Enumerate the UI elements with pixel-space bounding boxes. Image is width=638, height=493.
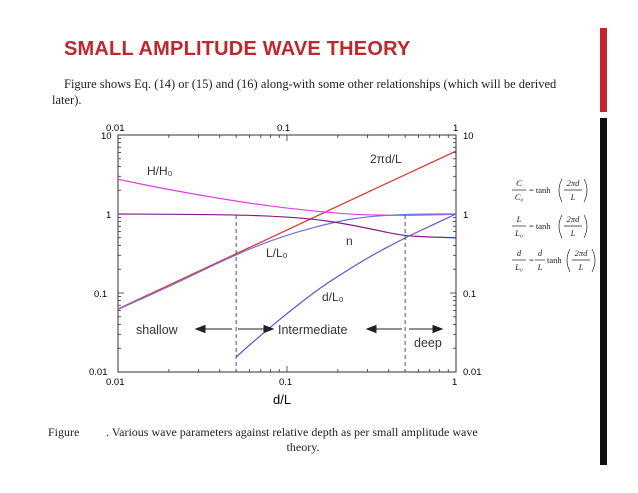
- f3-eq-b: tanh: [547, 255, 562, 265]
- curve-4: [235, 213, 457, 358]
- accent-bar-black: [600, 118, 607, 465]
- f3-arg-den: L: [578, 262, 584, 272]
- curve-1: [117, 178, 457, 216]
- f3-eq-a: =: [529, 255, 534, 265]
- region-shallow: shallow: [136, 323, 179, 337]
- label-H-H0: H/H₀: [147, 164, 173, 178]
- f3-lhs-den: L₀: [514, 262, 523, 272]
- f2-lhs-num: L: [516, 214, 522, 224]
- accent-bar-red: [600, 28, 607, 112]
- curve-2: [117, 213, 456, 310]
- x-bottom-tick-0.01: 0.01: [106, 377, 125, 388]
- y-right-tick-0.1: 0.1: [463, 289, 476, 300]
- arrow-intermediate-left-head: [263, 324, 275, 334]
- f2-paren-left: [558, 214, 563, 239]
- f1-lhs-den: C₀: [515, 192, 524, 202]
- f3-arg-num: 2πd: [575, 248, 589, 258]
- f2-arg-den: L: [570, 228, 576, 238]
- y-right-tick-1: 1: [463, 210, 468, 221]
- f3-mid-num: d: [538, 248, 543, 258]
- formula-block: C C₀ = tanh 2πd L L L₀ = tanh 2πd L d L₀…: [512, 178, 596, 273]
- region-intermediate: Intermediate: [278, 323, 348, 337]
- label-2pi-d-L: 2πd/L: [370, 152, 402, 166]
- f3-lhs-num: d: [517, 248, 522, 258]
- x-axis-label: d/L: [273, 392, 291, 407]
- x-top-tick-0.1: 0.1: [277, 123, 290, 134]
- f1-paren-left: [558, 178, 563, 203]
- arrow-shallow-head: [194, 324, 206, 334]
- f1-lhs-num: C: [516, 178, 522, 188]
- label-n: n: [346, 234, 353, 248]
- caption-text-2: theory.: [286, 440, 320, 454]
- region-deep: deep: [414, 336, 442, 350]
- y-right-tick-10: 10: [463, 131, 474, 142]
- caption-label: Figure: [48, 425, 80, 439]
- y-left-tick-0.01: 0.01: [89, 367, 108, 378]
- f1-eq: = tanh: [529, 185, 551, 195]
- region-arrows: [194, 324, 444, 334]
- intro-paragraph: Figure shows Eq. (14) or (15) and (16) a…: [52, 77, 557, 107]
- arrow-deep-head: [432, 324, 444, 334]
- caption-text-1: . Various wave parameters against relati…: [106, 425, 478, 439]
- f3-paren-left: [566, 248, 571, 273]
- x-bottom-tick-0.1: 0.1: [279, 377, 292, 388]
- f2-arg-num: 2πd: [567, 214, 581, 224]
- f3-mid-den: L: [537, 262, 543, 272]
- label-L-L0: L/L₀: [266, 246, 288, 260]
- y-left-tick-1: 1: [106, 210, 111, 221]
- f2-eq: = tanh: [529, 221, 551, 231]
- y-left-tick-0.1: 0.1: [94, 289, 107, 300]
- curve-0: [117, 150, 457, 310]
- f1-paren-right: [583, 178, 588, 203]
- f3-paren-right: [591, 248, 596, 273]
- label-d-L0: d/L₀: [322, 290, 344, 304]
- slide-title: SMALL AMPLITUDE WAVE THEORY: [64, 38, 411, 60]
- y-left-tick-10: 10: [101, 131, 112, 142]
- x-top-tick-0.01: 0.01: [106, 123, 125, 134]
- arrow-intermediate-right-head: [365, 324, 377, 334]
- y-right-tick-0.01: 0.01: [463, 367, 482, 378]
- f2-paren-right: [583, 214, 588, 239]
- figure-caption: Figure . Various wave parameters against …: [48, 425, 518, 455]
- f1-arg-num: 2πd: [567, 178, 581, 188]
- x-bottom-tick-1: 1: [452, 377, 457, 388]
- x-top-tick-1: 1: [453, 123, 458, 134]
- f1-arg-den: L: [570, 192, 576, 202]
- axis-ticks: [117, 135, 456, 373]
- f2-lhs-den: L₀: [514, 228, 523, 238]
